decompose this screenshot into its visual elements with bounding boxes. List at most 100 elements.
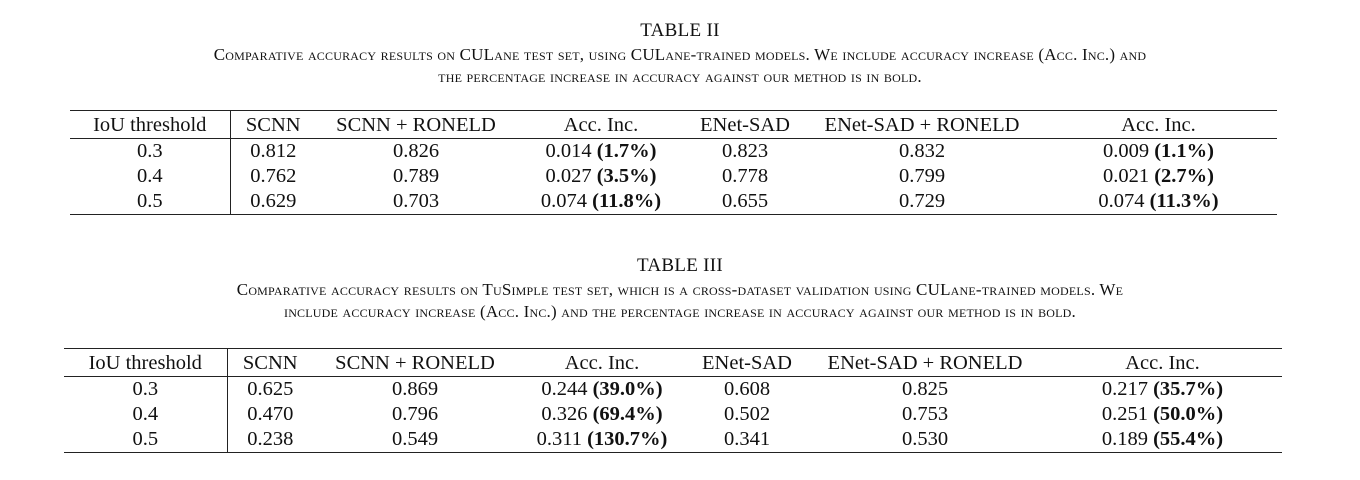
- table-row: 0.3 0.812 0.826 0.014 (1.7%) 0.823 0.832…: [70, 138, 1277, 165]
- acc-inc-percent: (11.8%): [592, 190, 662, 212]
- cell-iou: 0.4: [64, 402, 228, 427]
- table-iii-caption-line-2: include accuracy increase (Acc. Inc.) an…: [284, 302, 1076, 321]
- acc-inc-value: 0.244: [541, 378, 588, 400]
- cell-enet-sad: 0.778: [721, 165, 769, 187]
- cell-scnn: 0.629: [250, 190, 297, 212]
- table-ii-caption-line-2: the percentage increase in accuracy agai…: [438, 67, 922, 86]
- cell-enet-sad-roneld: 0.825: [901, 378, 949, 400]
- acc-inc-percent: (130.7%): [587, 428, 668, 450]
- header-iou-threshold: IoU threshold: [70, 110, 231, 139]
- header-enet-sad: ENet-SAD: [700, 113, 790, 136]
- cell-acc-inc-1: 0.311 (130.7%): [517, 427, 687, 453]
- header-acc-inc-2: Acc. Inc.: [1125, 351, 1200, 374]
- acc-inc-percent: (3.5%): [596, 165, 657, 187]
- cell-iou: 0.4: [70, 164, 231, 189]
- cell-acc-inc-2: 0.217 (35.7%): [1043, 377, 1282, 403]
- cell-acc-inc-1: 0.027 (3.5%): [516, 164, 686, 189]
- acc-inc-value: 0.189: [1101, 428, 1148, 450]
- header-scnn-roneld: SCNN + RONELD: [335, 351, 495, 374]
- table-iii-block: TABLE III Comparative accuracy results o…: [0, 255, 1360, 323]
- cell-scnn-roneld: 0.703: [392, 190, 440, 212]
- cell-enet-sad: 0.502: [723, 403, 771, 425]
- acc-inc-value: 0.326: [541, 403, 588, 425]
- acc-inc-percent: (69.4%): [592, 403, 663, 425]
- header-scnn: SCNN: [245, 113, 301, 136]
- cell-scnn: 0.625: [247, 378, 294, 400]
- table-row: 0.5 0.238 0.549 0.311 (130.7%) 0.341 0.5…: [64, 427, 1282, 453]
- cell-acc-inc-2: 0.251 (50.0%): [1043, 402, 1282, 427]
- acc-inc-value: 0.021: [1102, 165, 1150, 187]
- table-iii-number: TABLE III: [636, 255, 724, 276]
- table-ii: IoU threshold SCNN SCNN + RONELD Acc. In…: [70, 110, 1277, 215]
- acc-inc-percent: (50.0%): [1153, 403, 1224, 425]
- cell-scnn: 0.762: [250, 165, 297, 187]
- header-acc-inc-1: Acc. Inc.: [564, 351, 640, 374]
- cell-enet-sad-roneld: 0.799: [898, 165, 946, 187]
- cell-enet-sad-roneld: 0.729: [898, 190, 946, 212]
- acc-inc-percent: (2.7%): [1154, 165, 1215, 187]
- cell-enet-sad: 0.608: [723, 378, 771, 400]
- cell-scnn-roneld: 0.826: [392, 140, 440, 162]
- acc-inc-value: 0.074: [1098, 190, 1145, 212]
- cell-acc-inc-1: 0.074 (11.8%): [516, 189, 686, 215]
- acc-inc-percent: (1.7%): [596, 140, 657, 162]
- acc-inc-percent: (11.3%): [1149, 190, 1219, 212]
- cell-enet-sad-roneld: 0.832: [898, 140, 946, 162]
- cell-enet-sad: 0.823: [721, 140, 769, 162]
- cell-scnn: 0.470: [247, 403, 294, 425]
- table-iii: IoU threshold SCNN SCNN + RONELD Acc. In…: [64, 348, 1282, 453]
- acc-inc-percent: (1.1%): [1154, 140, 1215, 162]
- header-scnn-roneld: SCNN + RONELD: [336, 113, 496, 136]
- acc-inc-value: 0.014: [545, 140, 592, 162]
- acc-inc-value: 0.009: [1102, 140, 1150, 162]
- table-ii-block: TABLE II Comparative accuracy results on…: [0, 20, 1360, 88]
- cell-scnn: 0.238: [247, 428, 294, 450]
- header-enet-sad-roneld: ENet-SAD + RONELD: [824, 113, 1020, 136]
- acc-inc-value: 0.217: [1101, 378, 1148, 400]
- acc-inc-percent: (35.7%): [1153, 378, 1224, 400]
- table-ii-caption-line-1: Comparative accuracy results on CULane t…: [213, 45, 1147, 64]
- cell-scnn-roneld: 0.869: [391, 378, 439, 400]
- acc-inc-value: 0.027: [545, 165, 592, 187]
- table-row: 0.5 0.629 0.703 0.074 (11.8%) 0.655 0.72…: [70, 189, 1277, 215]
- cell-scnn-roneld: 0.796: [391, 403, 439, 425]
- cell-scnn-roneld: 0.549: [391, 428, 439, 450]
- cell-iou: 0.3: [64, 376, 228, 402]
- cell-iou: 0.5: [70, 189, 231, 215]
- table-iii-caption: Comparative accuracy results on TuSimple…: [0, 279, 1360, 323]
- header-enet-sad: ENet-SAD: [702, 351, 792, 374]
- cell-enet-sad-roneld: 0.530: [901, 428, 949, 450]
- cell-enet-sad: 0.655: [721, 190, 769, 212]
- cell-acc-inc-1: 0.014 (1.7%): [516, 139, 686, 165]
- cell-scnn: 0.812: [250, 140, 297, 162]
- header-enet-sad-roneld: ENet-SAD + RONELD: [827, 351, 1023, 374]
- cell-acc-inc-2: 0.009 (1.1%): [1040, 139, 1277, 165]
- cell-scnn-roneld: 0.789: [392, 165, 440, 187]
- cell-acc-inc-2: 0.021 (2.7%): [1040, 164, 1277, 189]
- acc-inc-value: 0.251: [1101, 403, 1148, 425]
- cell-acc-inc-1: 0.244 (39.0%): [517, 377, 687, 403]
- table-iii-caption-line-1: Comparative accuracy results on TuSimple…: [236, 280, 1124, 299]
- cell-acc-inc-1: 0.326 (69.4%): [517, 402, 687, 427]
- table-iii-header-row: IoU threshold SCNN SCNN + RONELD Acc. In…: [64, 348, 1282, 377]
- table-ii-caption: Comparative accuracy results on CULane t…: [0, 44, 1360, 88]
- header-acc-inc-1: Acc. Inc.: [563, 113, 639, 136]
- table-row: 0.3 0.625 0.869 0.244 (39.0%) 0.608 0.82…: [64, 376, 1282, 403]
- table-row: 0.4 0.762 0.789 0.027 (3.5%) 0.778 0.799…: [70, 164, 1277, 189]
- acc-inc-value: 0.311: [536, 428, 582, 450]
- acc-inc-value: 0.074: [540, 190, 588, 212]
- cell-acc-inc-2: 0.074 (11.3%): [1040, 189, 1277, 215]
- header-iou-threshold: IoU threshold: [64, 348, 228, 377]
- acc-inc-percent: (55.4%): [1153, 428, 1224, 450]
- header-scnn: SCNN: [242, 351, 298, 374]
- cell-iou: 0.5: [64, 427, 228, 453]
- table-ii-number: TABLE II: [640, 20, 720, 41]
- cell-acc-inc-2: 0.189 (55.4%): [1043, 427, 1282, 453]
- table-row: 0.4 0.470 0.796 0.326 (69.4%) 0.502 0.75…: [64, 402, 1282, 427]
- acc-inc-percent: (39.0%): [592, 378, 663, 400]
- cell-iou: 0.3: [70, 138, 231, 164]
- header-acc-inc-2: Acc. Inc.: [1121, 113, 1196, 136]
- table-ii-header-row: IoU threshold SCNN SCNN + RONELD Acc. In…: [70, 110, 1277, 139]
- cell-enet-sad-roneld: 0.753: [901, 403, 949, 425]
- cell-enet-sad: 0.341: [723, 428, 771, 450]
